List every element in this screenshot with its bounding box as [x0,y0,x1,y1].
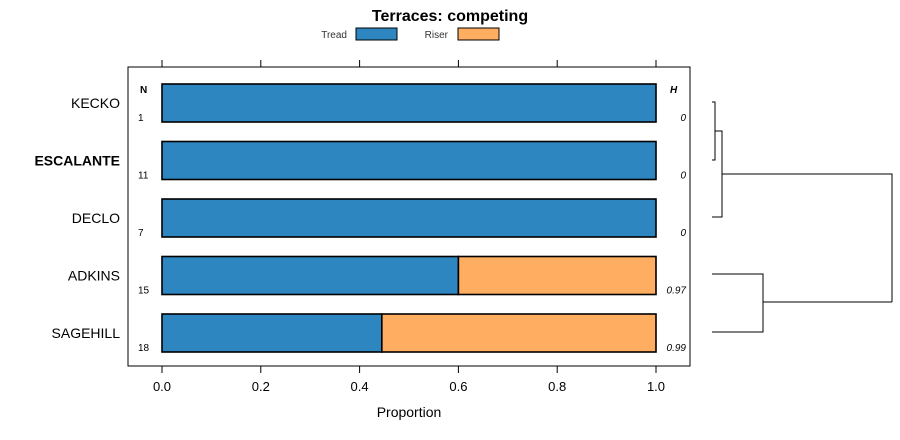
h-value: 0.97 [667,286,687,297]
dendrogram-branch [712,101,716,161]
bar-tread-kecko [161,83,657,123]
n-value: 18 [138,343,150,354]
legend-swatch-riser [457,27,500,41]
bar-tread-sagehill [161,313,383,353]
legend-label-tread: Tread [321,30,347,41]
legend-label-riser: Riser [425,30,449,41]
bar-tread-declo [161,198,657,238]
chart-title: Terraces: competing [372,8,528,25]
dendrogram-branch [712,130,723,218]
bar-tread-escalante [161,140,657,181]
category-label-sagehill: SAGEHILL [52,325,121,341]
h-header: H [670,85,678,96]
n-value: 7 [138,228,144,239]
n-value: 11 [138,171,149,182]
bar-riser-adkins [457,255,657,296]
category-label-kecko: KECKO [71,95,120,111]
plot-panel [127,66,691,367]
bars [161,83,657,353]
x-tick-label: 0.8 [548,379,566,394]
h-value: 0 [680,113,686,124]
category-label-adkins: ADKINS [68,268,120,284]
x-tick-label: 1.0 [647,379,665,394]
bar-riser-sagehill [381,313,657,353]
dendrogram-branch [722,173,893,302]
n-h-annotations: 1 0 11 0 7 0 15 0.97 18 0.99 [138,113,686,354]
x-tick-label: 0.2 [252,379,270,394]
axis-ticks: 0.0 0.2 0.4 0.6 0.8 1.0 [153,60,665,394]
category-labels: KECKO ESCALANTE DECLO ADKINS SAGEHILL [34,95,120,341]
legend: Tread Riser [321,27,500,41]
x-axis-label: Proportion [377,404,442,420]
n-value: 15 [138,286,150,297]
category-label-escalante: ESCALANTE [34,153,120,169]
h-value: 0 [680,228,686,239]
h-value: 0.99 [667,343,687,354]
x-tick-label: 0.4 [351,379,369,394]
category-label-declo: DECLO [72,210,120,226]
bar-tread-adkins [161,255,460,296]
n-value: 1 [138,113,144,124]
legend-swatch-tread [355,27,398,41]
x-tick-label: 0.0 [153,379,171,394]
dendrogram-branch [712,273,764,333]
x-tick-label: 0.6 [449,379,467,394]
n-header: N [140,85,147,96]
h-value: 0 [680,171,686,182]
dendrogram [712,101,893,333]
